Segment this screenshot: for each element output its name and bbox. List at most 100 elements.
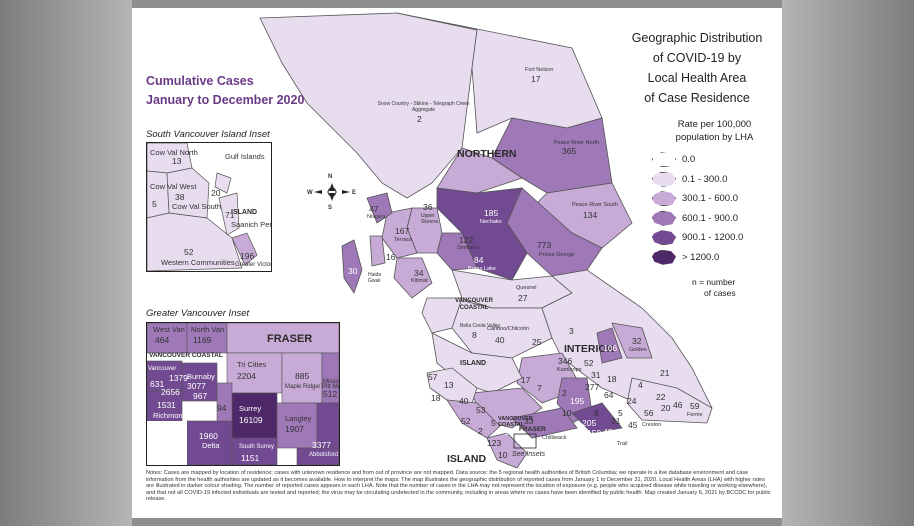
gv-n-967: 967	[193, 391, 208, 401]
compass-e: E	[352, 190, 357, 196]
legend-note-line2: of cases	[704, 288, 736, 298]
gv-n-mission: 512	[323, 389, 338, 399]
svi-saanich	[218, 192, 240, 236]
legend-swatch-2	[652, 191, 676, 207]
lha-nechako	[436, 187, 528, 281]
inset-title-greater-vancouver: Greater Vancouver Inset	[146, 308, 250, 319]
map-n-20: 20	[661, 403, 671, 413]
lha-label-golden: Golden	[629, 347, 647, 353]
map-n-42: 42	[603, 427, 613, 437]
gv-west-van	[147, 323, 188, 354]
map-n-22: 22	[656, 392, 666, 402]
gv-n-94: 94	[217, 403, 227, 413]
lha-van-island-south	[486, 432, 528, 469]
lha-golden	[611, 322, 653, 359]
svi-n-cow-north: 13	[172, 156, 182, 166]
gv-label-mission: Mission	[323, 379, 340, 385]
gv-surrey	[231, 392, 278, 439]
map-n-53: 53	[476, 405, 486, 415]
see-insets-box	[513, 433, 537, 449]
gv-label-north-van: North Van	[191, 325, 225, 334]
legend-row-4: 900.1 - 1200.0	[652, 228, 777, 248]
map-n-64: 64	[604, 390, 614, 400]
lha-n-nechako: 185	[484, 208, 499, 218]
svi-label-cow-north: Cow Val North	[150, 148, 198, 157]
gv-water	[147, 421, 187, 465]
lha-cariboo	[451, 297, 553, 359]
gv-n-1379: 1379	[169, 373, 188, 383]
legend-swatch-4	[652, 230, 676, 246]
lha-label-terrace: Terrace	[394, 237, 413, 243]
lha-n-kitimat: 34	[414, 268, 424, 278]
map-title-right: Geographic Distribution of COVID-19 by L…	[612, 28, 782, 108]
gv-n-burnaby: 3077	[187, 381, 206, 391]
map-n-5b: 5	[491, 418, 496, 428]
gv-new-west	[216, 382, 233, 422]
map-n-40: 40	[459, 396, 469, 406]
gv-abbotsford-main	[296, 447, 339, 465]
inset-greater-vancouver-map	[147, 323, 339, 465]
label-trail: Trail	[617, 441, 628, 447]
gv-n-surrey: 16109	[239, 415, 263, 425]
compass-n: N	[328, 174, 333, 180]
lha-label-peace-south: Peace River South	[572, 202, 618, 208]
svi-label-cow-south: Cow Val South	[172, 202, 222, 211]
lha-label-nisgaa: Nisga'a	[367, 214, 386, 220]
legend-label-5: > 1200.0	[682, 251, 720, 263]
inset-south-van-island-map	[147, 143, 258, 271]
gv-n-north-van: 1169	[193, 335, 212, 345]
gv-label-vancouver: Vancouver	[148, 366, 177, 372]
gv-n-south-surrey: 1151	[241, 453, 260, 463]
map-title-left: Cumulative Cases January to December 202…	[146, 72, 304, 110]
background-blur-left	[0, 0, 132, 526]
legend-heading: Rate per 100,000 population by LHA	[652, 118, 777, 144]
map-n-33: 33	[524, 416, 534, 426]
legend-row-0: 0.0	[652, 150, 777, 170]
region-interior: INTERIOR	[564, 343, 615, 355]
gv-n-abbotsford: 3377	[312, 440, 331, 450]
legend-label-2: 300.1 - 600.0	[682, 193, 738, 205]
map-card: Cumulative Cases January to December 202…	[132, 8, 782, 518]
svi-cow-south	[166, 167, 210, 219]
gv-n-vancouver: 2656	[161, 387, 180, 397]
region-island-small: ISLAND	[460, 360, 487, 367]
lha-n-bella-coola: 8	[472, 330, 477, 340]
map-n-2b: 2	[478, 426, 483, 436]
lha-label-creston: Creston	[642, 422, 662, 428]
title-left-line2: January to December 2020	[146, 93, 305, 107]
legend-heading-line2: population by LHA	[675, 132, 754, 143]
lha-label-prince-george: Prince George	[539, 252, 575, 258]
map-n-2: 2	[562, 388, 567, 398]
title-left-line1: Cumulative Cases	[146, 74, 254, 88]
map-n-3: 3	[569, 326, 574, 336]
lha-n-cariboo: 40	[495, 335, 505, 345]
map-n-16: 16	[386, 252, 396, 262]
lha-revelstoke	[596, 327, 623, 364]
gv-south-surrey	[231, 437, 278, 465]
map-n-52b: 52	[461, 416, 471, 426]
lha-van-island-mid	[446, 399, 501, 439]
gv-region-vc: VANCOUVER COASTAL	[149, 352, 223, 359]
bc-map	[259, 12, 713, 469]
svi-region-island: ISLAND	[231, 209, 258, 216]
svi-victoria	[231, 232, 258, 266]
map-n-57: 57	[428, 372, 438, 382]
map-n-205: 205	[582, 418, 597, 428]
lha-n-haida-gwaii: 30	[348, 266, 358, 276]
svi-n-cow-west: 5	[152, 199, 157, 209]
gv-label-richmond: Richmond	[153, 411, 187, 420]
lha-label-cariboo: Cariboo/Chilcotin	[487, 326, 529, 332]
svi-label-western: Western Communities	[161, 258, 235, 267]
legend: Rate per 100,000 population by LHA 0.0 0…	[652, 118, 777, 299]
gv-label-tri-cities: Tri Cities	[237, 360, 267, 369]
map-n-25: 25	[532, 337, 542, 347]
gv-burnaby	[181, 362, 218, 402]
title-right-line3: Local Health Area	[647, 71, 747, 85]
gv-label-burnaby: Burnaby	[187, 372, 215, 381]
legend-heading-line1: Rate per 100,000	[677, 119, 752, 130]
lha-n-smithers: 122	[459, 235, 474, 245]
legend-swatch-1	[652, 171, 676, 187]
lha-kootenay	[626, 377, 713, 424]
lha-n-quesnel: 27	[518, 293, 528, 303]
svi-n-cow-south: 38	[175, 192, 185, 202]
